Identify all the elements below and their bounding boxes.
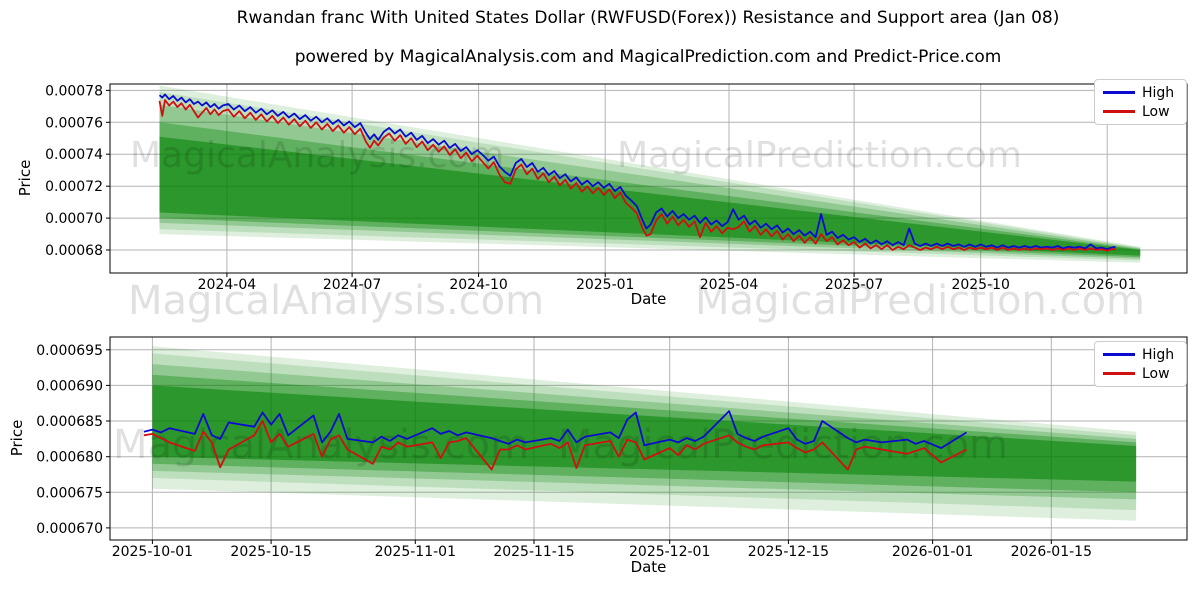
legend-bottom-chart: High Low (1094, 341, 1187, 387)
plot-border (109, 336, 1188, 541)
watermark-text: MagicalPrediction.com (695, 278, 1145, 324)
watermark-text: MagicalAnalysis.com (128, 278, 544, 324)
x-tick-label: 2026-01-01 (892, 544, 973, 560)
y-tick-label: 0.000675 (36, 485, 103, 501)
y-tick-label: 0.00070 (45, 211, 103, 227)
x-tick-label: 2026-01-15 (1011, 544, 1092, 560)
x-tick-label: 2025-11-01 (375, 544, 456, 560)
plot-border (109, 83, 1188, 274)
watermark-text: MagicalAnalysis.com (113, 422, 529, 468)
x-tick-label: 2024-04 (198, 277, 257, 293)
y-tick-label: 0.00076 (45, 115, 103, 131)
y-axis-label: Price (8, 420, 26, 457)
support-resistance-band (159, 136, 1141, 256)
y-tick-label: 0.000695 (36, 343, 103, 359)
low-line-swatch (1103, 372, 1135, 375)
y-tick-label: 0.00078 (45, 83, 103, 99)
high-line-swatch (1103, 353, 1135, 356)
page-title: Rwandan franc With United States Dollar … (236, 8, 1060, 28)
legend-item-high: High (1103, 86, 1177, 100)
x-tick-label: 2025-10-01 (112, 544, 193, 560)
legend-item-low: Low (1103, 105, 1177, 119)
watermark-text: MagicalAnalysis.com (130, 135, 504, 176)
y-tick-label: 0.000690 (36, 378, 103, 394)
low-line (158, 99, 1116, 252)
y-tick-label: 0.000670 (36, 521, 103, 537)
watermark-text: MagicalPrediction.com (617, 135, 1022, 176)
legend-top-chart: High Low (1094, 79, 1187, 125)
y-tick-label: 0.00074 (45, 147, 103, 163)
page-subtitle: powered by MagicalAnalysis.com and Magic… (294, 47, 1002, 67)
y-tick-label: 0.000680 (36, 450, 103, 466)
high-line (143, 410, 967, 449)
x-tick-label: 2025-10-15 (230, 544, 311, 560)
x-tick-label: 2025-11-15 (493, 544, 574, 560)
low-line-swatch (1103, 110, 1135, 113)
x-axis-label: Date (631, 290, 667, 308)
y-axis-label: Price (16, 160, 34, 197)
x-tick-label: 2025-07 (825, 277, 884, 293)
x-axis-label: Date (631, 558, 667, 576)
high-line-swatch (1103, 91, 1135, 94)
high-line (158, 93, 1116, 251)
legend-item-high: High (1103, 348, 1177, 362)
x-tick-label: 2025-10 (951, 277, 1010, 293)
y-tick-label: 0.000685 (36, 414, 103, 430)
y-tick-label: 0.00072 (45, 179, 103, 195)
legend-label-high: High (1142, 346, 1175, 363)
x-tick-label: 2025-12-15 (748, 544, 829, 560)
x-tick-label: 2024-07 (323, 277, 382, 293)
x-tick-label: 2026-01 (1078, 277, 1137, 293)
legend-label-low: Low (1142, 365, 1170, 382)
y-tick-label: 0.00068 (45, 243, 103, 259)
x-tick-label: 2025-04 (700, 277, 759, 293)
legend-label-high: High (1142, 84, 1175, 101)
low-line (143, 420, 967, 471)
support-resistance-band (152, 385, 1137, 482)
x-tick-label: 2025-01 (576, 277, 635, 293)
legend-label-low: Low (1142, 103, 1170, 120)
legend-item-low: Low (1103, 367, 1177, 381)
x-tick-label: 2024-10 (449, 277, 508, 293)
x-tick-label: 2025-12-01 (629, 544, 710, 560)
